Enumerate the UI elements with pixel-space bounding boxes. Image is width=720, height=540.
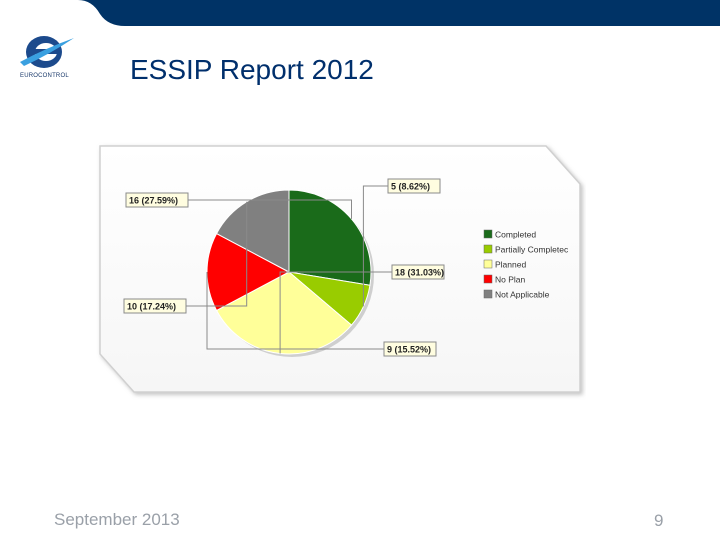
data-label-box bbox=[387, 178, 441, 194]
logo-text: EUROCONTROL bbox=[20, 73, 69, 79]
eurocontrol-logo-icon bbox=[20, 36, 74, 68]
legend-swatch bbox=[483, 244, 493, 254]
data-label: 10 (17.24%) bbox=[127, 302, 176, 312]
legend-label: Planned bbox=[495, 260, 526, 270]
data-label: 9 (15.52%) bbox=[387, 345, 431, 355]
legend-swatch bbox=[483, 289, 493, 299]
data-label-box bbox=[391, 264, 445, 280]
page-number: 9 bbox=[654, 511, 664, 530]
leader-line bbox=[206, 272, 384, 350]
leader-line bbox=[188, 199, 352, 219]
legend-label: Partially Completec bbox=[495, 245, 569, 255]
leader-line bbox=[279, 271, 392, 354]
data-label: 16 (27.59%) bbox=[129, 196, 178, 206]
pie-chart: 16 (27.59%) 5 (8.62%) 18 (31.03%) 9 (15.52%… bbox=[99, 145, 581, 393]
legend-label: Completed bbox=[495, 230, 536, 240]
legend-label: Not Applicable bbox=[495, 290, 550, 300]
data-label: 18 (31.03%) bbox=[395, 268, 444, 278]
pie-slice-planned bbox=[215, 271, 353, 355]
data-label: 5 (8.62%) bbox=[391, 182, 430, 192]
legend-swatch bbox=[483, 274, 493, 284]
data-label-box bbox=[125, 192, 189, 208]
footer-date: September 2013 bbox=[54, 510, 180, 529]
header-bar bbox=[0, 0, 720, 26]
legend-label: No Plan bbox=[495, 275, 526, 285]
data-label-box bbox=[383, 341, 437, 357]
data-label-box bbox=[123, 298, 187, 314]
legend-swatch bbox=[483, 229, 493, 239]
legend-swatch bbox=[483, 259, 493, 269]
slide-title: ESSIP Report 2012 bbox=[130, 54, 374, 85]
leader-line bbox=[186, 201, 248, 307]
leader-line bbox=[362, 185, 388, 307]
